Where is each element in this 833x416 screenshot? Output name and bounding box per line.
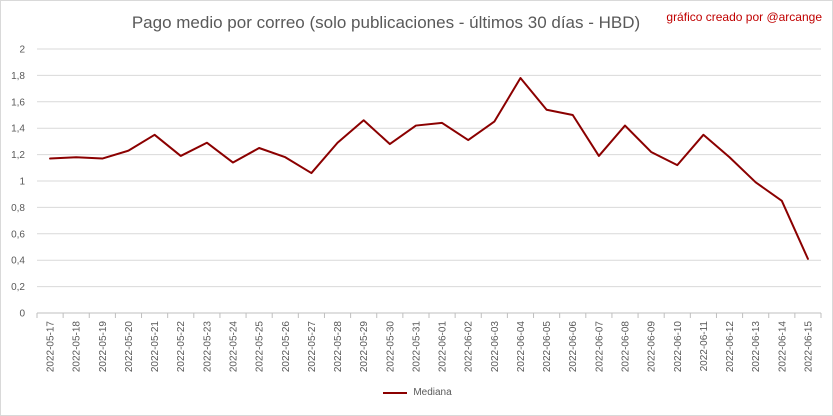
- x-tick-label: 2022-05-29: [359, 321, 370, 373]
- chart-title: Pago medio por correo (solo publicacione…: [131, 13, 641, 32]
- y-tick-label: 1,2: [11, 150, 25, 161]
- series-layer: [49, 77, 809, 260]
- gridlines: [37, 48, 821, 314]
- chart-credit: gráfico creado por @arcange: [666, 10, 822, 24]
- series-line-mediana: [49, 77, 809, 260]
- y-tick-label: 0: [19, 309, 25, 320]
- y-tick-label: 1,6: [11, 97, 25, 108]
- x-axis-ticks: 2022-05-17 2022-05-18 2022-05-19 2022-05-20…: [36, 313, 822, 373]
- y-tick-label: 1,8: [11, 71, 25, 82]
- x-tick-label: 2022-05-30: [385, 321, 396, 373]
- x-tick-label: 2022-06-09: [647, 321, 658, 373]
- x-tick-label: 2022-06-14: [777, 321, 788, 373]
- y-axis-ticks: 0 0,2 0,4 0,6 0,8 1 1,2 1,4 1,6 1,8 2: [11, 45, 25, 320]
- x-tick-label: 2022-05-20: [124, 321, 135, 373]
- y-tick-label: 2: [19, 45, 25, 56]
- x-tick-label: 2022-06-10: [673, 321, 684, 373]
- x-tick-label: 2022-05-25: [255, 321, 266, 373]
- x-tick-label: 2022-06-07: [594, 321, 605, 373]
- x-tick-label: 2022-05-23: [202, 321, 213, 373]
- y-tick-label: 1: [19, 177, 25, 188]
- legend-label-mediana: Mediana: [413, 387, 452, 398]
- x-tick-label: 2022-05-28: [333, 321, 344, 373]
- x-tick-label: 2022-05-31: [411, 321, 422, 373]
- legend: Mediana: [1, 387, 833, 398]
- x-tick-label: 2022-05-18: [72, 321, 83, 373]
- x-tick-label: 2022-06-02: [464, 321, 475, 373]
- y-tick-label: 0,8: [11, 203, 25, 214]
- x-tick-label: 2022-05-27: [307, 321, 318, 373]
- x-tick-label: 2022-06-11: [699, 321, 710, 372]
- legend-swatch-mediana: [383, 391, 408, 394]
- y-tick-label: 0,2: [11, 282, 25, 293]
- x-tick-label: 2022-06-13: [751, 321, 762, 373]
- x-tick-label: 2022-05-17: [46, 321, 57, 373]
- x-tick-label: 2022-06-15: [803, 321, 814, 373]
- y-tick-label: 0,6: [11, 229, 25, 240]
- line-chart: 00,20,40,60,811,21,41,61,82 2022-05-17 20…: [11, 45, 822, 373]
- x-tick-label: 2022-05-22: [176, 321, 187, 373]
- y-tick-label: 1,4: [11, 124, 25, 135]
- x-tick-label: 2022-05-24: [229, 321, 240, 373]
- x-tick-label: 2022-06-12: [725, 321, 736, 373]
- x-tick-label: 2022-06-05: [542, 321, 553, 373]
- x-tick-label: 2022-06-03: [490, 321, 501, 373]
- x-tick-label: 2022-06-08: [621, 321, 632, 373]
- x-tick-label: 2022-06-06: [568, 321, 579, 373]
- x-tick-label: 2022-06-04: [516, 321, 527, 373]
- x-tick-label: 2022-06-01: [438, 321, 449, 373]
- x-tick-label: 2022-05-26: [281, 321, 292, 373]
- y-tick-label: 0,4: [11, 256, 25, 267]
- x-tick-label: 2022-05-19: [98, 321, 109, 373]
- x-tick-label: 2022-05-21: [150, 321, 161, 373]
